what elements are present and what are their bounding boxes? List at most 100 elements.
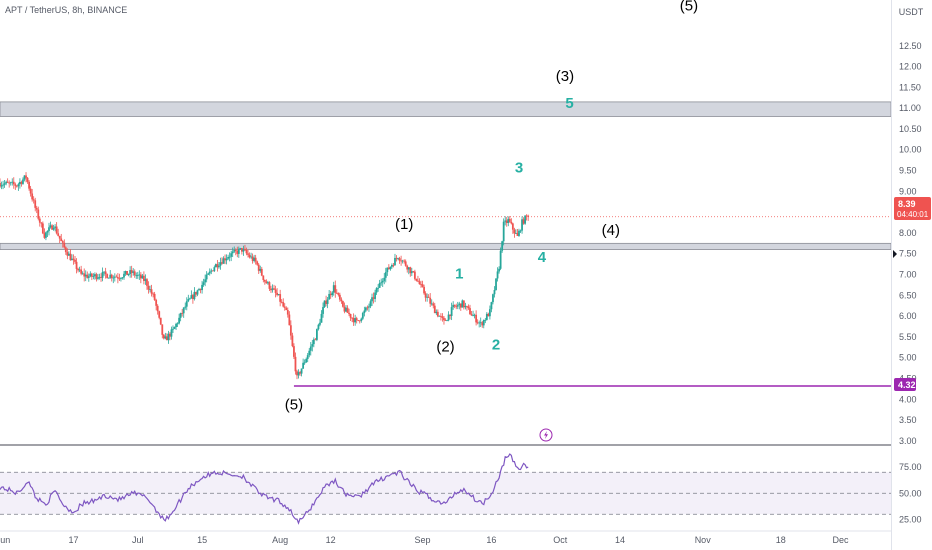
- wave-label[interactable]: 1: [455, 266, 463, 283]
- candle: [132, 268, 135, 276]
- wave-label[interactable]: (4): [602, 222, 620, 239]
- price-tick-label: 6.00: [899, 311, 917, 321]
- candle: [257, 263, 260, 275]
- rsi-level-lines: [0, 471, 891, 515]
- candle: [221, 257, 223, 265]
- candle: [0, 178, 1, 188]
- candle: [289, 320, 292, 340]
- candle: [213, 265, 216, 273]
- candle: [507, 216, 510, 227]
- candle: [440, 313, 442, 321]
- candle: [204, 274, 207, 287]
- candle: [271, 284, 274, 293]
- candle: [270, 285, 272, 294]
- candle: [67, 251, 70, 256]
- candle: [447, 311, 450, 322]
- rsi-pane[interactable]: [0, 453, 891, 525]
- wave-label[interactable]: (2): [436, 338, 454, 355]
- candle: [415, 278, 418, 282]
- candle: [149, 285, 151, 293]
- candle: [380, 278, 383, 286]
- candle: [286, 307, 289, 318]
- candle: [147, 281, 150, 294]
- wave-label[interactable]: 5: [565, 95, 573, 112]
- wave-label[interactable]: 2: [492, 336, 500, 353]
- wave-label[interactable]: (3): [556, 68, 574, 85]
- candle: [274, 285, 277, 298]
- candle: [139, 272, 142, 284]
- candle: [9, 181, 12, 186]
- candle: [364, 306, 367, 312]
- candle: [40, 222, 43, 228]
- candle: [417, 275, 419, 283]
- candle: [345, 305, 347, 313]
- candle: [384, 267, 387, 283]
- candle: [103, 271, 106, 276]
- candle: [231, 247, 234, 258]
- candle: [234, 248, 237, 256]
- candle: [335, 289, 338, 294]
- candle: [309, 342, 312, 356]
- candlestick-series: [0, 172, 530, 380]
- last-price-badge: 8.39 04:40:01: [894, 197, 931, 220]
- candle: [227, 254, 230, 261]
- time-axis[interactable]: Jun 17 Jul 15 Aug 12 Sep 16 Oct 14 Nov 18 Dec: [0, 535, 849, 545]
- candle: [253, 254, 256, 263]
- price-tick-label: 11.50: [899, 82, 921, 92]
- time-tick-label: Aug: [272, 535, 288, 545]
- resistance-zone[interactable]: [0, 242, 891, 250]
- candle: [267, 280, 269, 285]
- candle: [158, 310, 161, 320]
- candle: [492, 293, 494, 305]
- candle: [19, 178, 21, 189]
- wave-label[interactable]: 3: [515, 160, 523, 177]
- candle: [499, 247, 502, 271]
- price-pane[interactable]: (5) (3) 5 3 (1) (4) 4 1 (2) 2 (5): [0, 0, 891, 414]
- resistance-zone[interactable]: [0, 101, 891, 117]
- wave-label[interactable]: (1): [395, 216, 413, 233]
- candle: [316, 328, 318, 342]
- candle: [488, 305, 491, 320]
- currency-label[interactable]: USDT: [899, 7, 924, 17]
- price-tick-label: 7.50: [899, 249, 917, 259]
- candle: [239, 247, 242, 251]
- candle: [299, 370, 301, 376]
- candle: [84, 270, 87, 282]
- candle: [78, 266, 81, 273]
- wave-label[interactable]: 4: [538, 249, 547, 266]
- candle: [104, 267, 107, 279]
- candle: [130, 265, 133, 278]
- candle: [254, 254, 257, 265]
- triangle-marker-icon[interactable]: [893, 250, 897, 258]
- candle: [438, 315, 441, 317]
- candle: [214, 263, 217, 268]
- candle: [383, 273, 386, 285]
- candle: [144, 274, 147, 285]
- candle: [302, 358, 305, 370]
- candle: [427, 294, 430, 298]
- candle: [351, 317, 354, 323]
- candle: [469, 304, 471, 315]
- wave-label[interactable]: (5): [680, 0, 698, 14]
- candle: [162, 333, 165, 340]
- price-tick-label: 6.50: [899, 290, 917, 300]
- time-tick-label: 16: [486, 535, 496, 545]
- candle: [375, 287, 378, 295]
- candle: [83, 268, 86, 282]
- rsi-axis[interactable]: 75.00 50.00 25.00: [899, 462, 922, 525]
- lightning-bolt-icon[interactable]: [539, 428, 553, 442]
- candle: [31, 188, 34, 202]
- candle: [150, 284, 153, 297]
- candle: [329, 290, 332, 299]
- candle: [207, 272, 210, 276]
- rsi-tick-label: 25.00: [899, 515, 922, 525]
- candle: [26, 176, 29, 184]
- wave-label[interactable]: (5): [285, 397, 303, 414]
- candle: [196, 289, 199, 297]
- candle: [291, 332, 294, 348]
- candle: [421, 280, 424, 288]
- candle: [349, 313, 352, 321]
- candle: [127, 273, 130, 277]
- candle: [467, 304, 470, 310]
